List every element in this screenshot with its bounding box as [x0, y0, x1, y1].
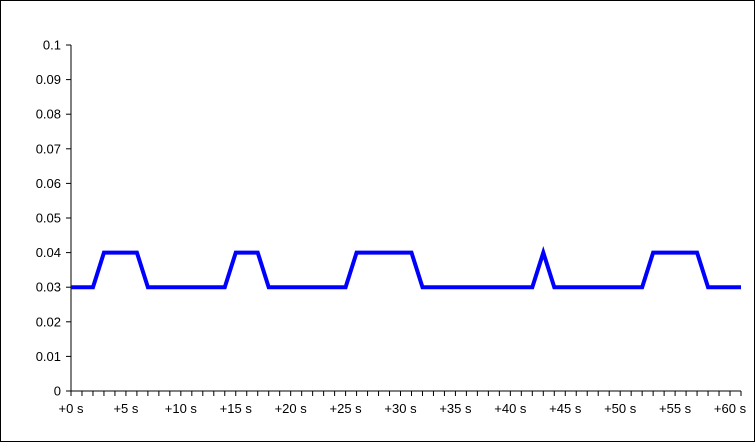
x-tick-label: +25 s: [330, 401, 363, 416]
y-tick-label: 0.04: [36, 245, 61, 260]
series-group: [71, 245, 741, 290]
x-tick-label: +10 s: [165, 401, 198, 416]
y-tick-label: 0.01: [36, 349, 61, 364]
y-axis: 0 0.01 0.02 0.03 0.04 0.05 0.06 0.07 0.08 0.09 0.1: [36, 38, 72, 399]
series-line-0: [71, 245, 741, 290]
x-tick-label: +45 s: [549, 401, 582, 416]
x-tick-label: +40 s: [494, 401, 527, 416]
x-tick-label: +15 s: [220, 401, 253, 416]
x-axis: +0 s +5 s +10 s +15 s +20 s +25 s +30 s +35 s +4…: [59, 390, 747, 416]
y-tick-label: 0.1: [43, 38, 61, 53]
x-tick-label: +5 s: [113, 401, 138, 416]
x-tick-label: +55 s: [659, 401, 692, 416]
x-tick-label: +35 s: [439, 401, 472, 416]
y-tick-label: 0: [54, 384, 61, 399]
y-tick-label: 0.05: [36, 211, 61, 226]
y-tick-label: 0.03: [36, 280, 61, 295]
y-tick-label: 0.06: [36, 176, 61, 191]
y-tick-label: 0.02: [36, 314, 61, 329]
x-tick-label: +50 s: [604, 401, 637, 416]
x-tick-label: +60 s: [714, 401, 747, 416]
x-tick-label: +20 s: [275, 401, 308, 416]
x-tick-label: +30 s: [384, 401, 417, 416]
y-tick-label: 0.07: [36, 141, 61, 156]
x-tick-label: +0 s: [59, 401, 84, 416]
y-tick-label: 0.08: [36, 107, 61, 122]
y-tick-label: 0.09: [36, 72, 61, 87]
